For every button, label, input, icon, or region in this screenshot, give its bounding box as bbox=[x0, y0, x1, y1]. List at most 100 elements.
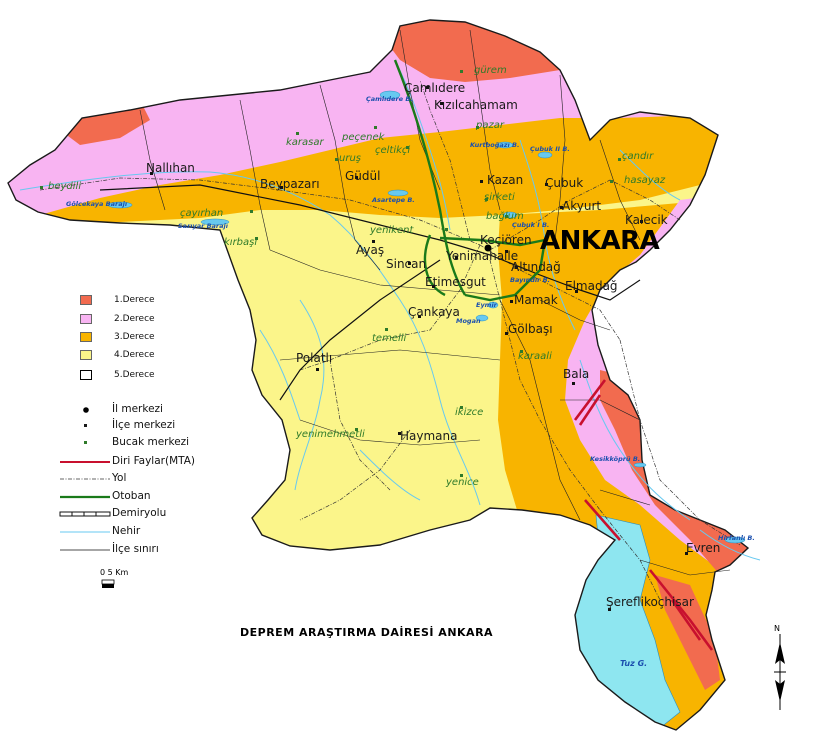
legend-active-fault: Diri Faylar(MTA) bbox=[112, 455, 196, 467]
map-title: DEPREM ARAŞTIRMA DAİRESİ ANKARA bbox=[240, 626, 494, 639]
water-label-cubuk2-b: Çubuk II B. bbox=[530, 145, 570, 153]
legend-zone-2-label: 2.Derece bbox=[114, 314, 155, 324]
subdistrict-label-pazar: pazar bbox=[476, 120, 504, 131]
district-label-sincan: Sincan bbox=[386, 257, 427, 271]
subdistrict-label-celtikci: çeltikçi bbox=[375, 145, 411, 156]
water-label-kurtbogazi-b: Kurtboğazı B. bbox=[470, 141, 520, 149]
subdistrict-label-karasar: karasar bbox=[286, 137, 324, 148]
legend-road: Yol bbox=[112, 472, 127, 484]
district-label-kazan: Kazan bbox=[487, 173, 524, 187]
district-label-kalecik: Kalecik bbox=[625, 213, 668, 227]
subdistrict-label-baglum: bağlum bbox=[486, 211, 524, 222]
district-label-akyurt: Akyurt bbox=[562, 199, 602, 213]
district-label-cubuk: Çubuk bbox=[545, 176, 584, 190]
water-label-mogan: Mogan bbox=[456, 317, 481, 325]
district-label-camlidere: Çamlıdere bbox=[404, 81, 466, 95]
water-label-hirfanli-b: Hirfanlı B. bbox=[718, 534, 755, 542]
district-borders bbox=[139, 29, 731, 576]
district-label-nallihan: Nallıhan bbox=[146, 161, 195, 175]
north-label: N bbox=[774, 624, 780, 633]
subdistrict-label-urus: uruş bbox=[339, 153, 361, 164]
subdistrict-label-yenice: yenice bbox=[446, 477, 479, 488]
legend-zone-2: 2.Derece bbox=[80, 312, 155, 326]
district-label-evren: Evren bbox=[686, 541, 721, 555]
district-label-sereflikochisar: Şereflikoçhisar bbox=[606, 595, 694, 609]
subdistrict-label-beydili: beydili bbox=[48, 181, 82, 192]
legend-zone-2-swatch bbox=[80, 314, 92, 324]
legend-zone-5-label: 5.Derece bbox=[114, 370, 155, 380]
district-label-kizilcahamam: Kızılcahamam bbox=[434, 98, 518, 112]
scale-bar-label: 0 5 Km bbox=[100, 568, 129, 577]
subdistrict-label-cayirhan: çayırhan bbox=[180, 208, 224, 219]
roads bbox=[39, 79, 741, 601]
legend-symbols-graphics bbox=[59, 407, 115, 588]
legend-zone-3-swatch bbox=[80, 332, 92, 342]
district-label-ayas: Ayaş bbox=[356, 243, 385, 257]
legend-zone-5: 5.Derece bbox=[80, 368, 155, 382]
reservoirs bbox=[107, 90, 746, 544]
water-label-eymir: Eymir bbox=[476, 301, 497, 309]
subdistrict-label-pecenek: peçenek bbox=[342, 132, 385, 143]
legend-zone-1: 1.Derece bbox=[80, 293, 155, 307]
legend-province-center: İl merkezi bbox=[112, 403, 163, 415]
legend-zone-1-label: 1.Derece bbox=[114, 295, 155, 305]
legend-zone-4-label: 4.Derece bbox=[114, 350, 155, 360]
water-label-kesikkopru-b: Kesikköprü B. bbox=[590, 455, 641, 463]
district-label-golbasi: Gölbaşı bbox=[508, 322, 553, 336]
subdistrict-center-markers bbox=[40, 70, 621, 477]
legend-zone-4-swatch bbox=[80, 350, 92, 360]
legend-motorway: Otoban bbox=[112, 490, 151, 502]
legend-zone-1-swatch bbox=[80, 295, 92, 305]
water-label-camlidere-b: Çamlıdere B. bbox=[366, 95, 413, 103]
district-label-yenimahalle: Yenimahalle bbox=[446, 249, 519, 263]
district-label-kecioren: Keçiören bbox=[480, 233, 532, 247]
district-label-etimesgut: Etimesgut bbox=[425, 275, 486, 289]
zone-1-north bbox=[380, 20, 748, 82]
capital-label: ANKARA bbox=[540, 226, 660, 256]
water-label-bayindir-b: Bayındır B. bbox=[510, 276, 551, 284]
legend-zone-5-swatch bbox=[80, 370, 92, 380]
motorways bbox=[393, 59, 547, 302]
water-label-tuz-golu: Tuz G. bbox=[620, 659, 648, 668]
water-label-cubuk1-b: Çubuk I B. bbox=[512, 221, 550, 229]
district-label-cankaya: Çankaya bbox=[408, 305, 460, 319]
district-center-markers bbox=[150, 86, 688, 611]
water-label-asartepe-b: Asartepe B. bbox=[372, 196, 415, 204]
district-label-bala: Bala bbox=[563, 367, 590, 381]
subdistrict-label-karaali: karaali bbox=[518, 351, 552, 362]
district-label-mamak: Mamak bbox=[514, 293, 558, 307]
water-label-golcekaya-baraji: Gölcekaya Barajı bbox=[66, 200, 128, 208]
legend-zone-4: 4.Derece bbox=[80, 348, 155, 362]
active-faults bbox=[573, 379, 714, 651]
legend-subdistrict-center: Bucak merkezi bbox=[112, 436, 190, 448]
rivers bbox=[19, 59, 761, 561]
subdistrict-label-hasayaz: hasayaz bbox=[624, 175, 666, 186]
district-label-beypazari: Beypazarı bbox=[260, 177, 320, 191]
province-border bbox=[7, 19, 750, 731]
legend-river: Nehir bbox=[112, 525, 141, 537]
water-label-sariyar-baraji: Sarıyar Barajı bbox=[178, 222, 228, 230]
province-center-marker bbox=[484, 244, 492, 252]
subdistrict-label-yenimehmetli: yenimehmetli bbox=[296, 429, 365, 440]
legend-zone-3: 3.Derece bbox=[80, 330, 155, 344]
district-label-polatli: Polatlı bbox=[296, 351, 333, 365]
north-arrow: N bbox=[770, 624, 790, 710]
subdistrict-label-gurem: gürem bbox=[474, 65, 507, 76]
legend-zone-3-label: 3.Derece bbox=[114, 332, 155, 342]
zone-1-south bbox=[655, 575, 720, 690]
district-label-haymana: Haymana bbox=[400, 429, 458, 443]
railways bbox=[99, 184, 641, 401]
district-label-elmadag: Elmadağ bbox=[565, 279, 618, 293]
legend-district-border: İlçe sınırı bbox=[112, 543, 159, 555]
subdistrict-label-yenikent: yenikent bbox=[370, 225, 414, 236]
subdistrict-label-kirbasi: kırbaşı bbox=[224, 237, 258, 248]
subdistrict-label-sirketi: şirketi bbox=[484, 192, 515, 203]
legend-district-center: İlçe merkezi bbox=[112, 419, 176, 431]
subdistrict-label-candir: çandır bbox=[622, 151, 654, 162]
subdistrict-label-ikizce: ikizce bbox=[455, 407, 484, 418]
north-arrow-icon bbox=[774, 634, 786, 710]
district-label-altindag: Altındağ bbox=[511, 260, 561, 274]
subdistrict-label-temelli: temelli bbox=[372, 333, 407, 344]
district-label-gudul: Güdül bbox=[345, 169, 381, 183]
